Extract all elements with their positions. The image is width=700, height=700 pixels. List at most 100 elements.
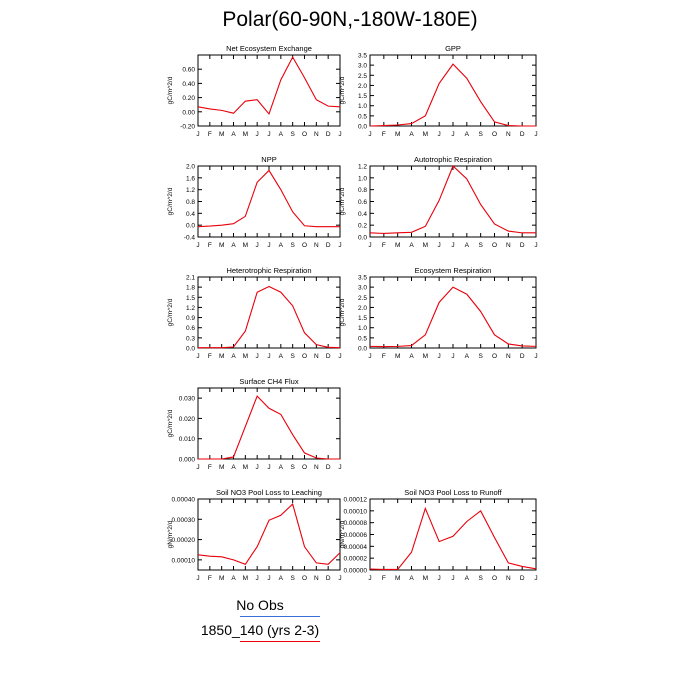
- y-tick-label: 0.020: [179, 416, 196, 423]
- x-tick-label: J: [267, 353, 270, 360]
- x-tick-label: J: [368, 131, 371, 138]
- x-tick-label: N: [314, 131, 319, 138]
- panel-title: Soil NO3 Pool Loss to Leaching: [216, 488, 322, 497]
- x-tick-label: M: [395, 353, 400, 360]
- panel-title: Heterotrophic Respiration: [226, 266, 311, 275]
- x-tick-label: J: [256, 464, 259, 471]
- x-tick-label: J: [256, 575, 259, 582]
- panel-title: Soil NO3 Pool Loss to Runoff: [404, 488, 502, 497]
- legend-label-obs: No Obs: [236, 597, 284, 613]
- y-tick-label: 0.00010: [172, 557, 196, 564]
- x-tick-label: A: [231, 575, 236, 582]
- y-tick-label: 0.00020: [172, 537, 196, 544]
- y-tick-label: 0.010: [179, 436, 196, 443]
- y-tick-label: 0.0: [358, 124, 367, 131]
- y-tick-label: 0.00010: [344, 508, 368, 515]
- series-line: [369, 506, 537, 570]
- x-tick-label: J: [196, 242, 199, 249]
- x-tick-label: O: [492, 131, 497, 138]
- y-tick-label: 0.0: [186, 346, 195, 353]
- x-tick-label: F: [208, 131, 212, 138]
- x-tick-label: M: [423, 131, 428, 138]
- x-tick-label: N: [314, 575, 319, 582]
- y-tick-label: 3.0: [358, 285, 367, 292]
- y-tick-label: 0.00030: [172, 517, 196, 524]
- y-tick-label: 0.20: [182, 95, 195, 102]
- chart-panel-8: Soil NO3 Pool Loss to LeachinggN/m^2/d0.…: [167, 488, 342, 582]
- series-line: [197, 55, 341, 116]
- x-tick-label: F: [382, 131, 386, 138]
- x-tick-label: J: [368, 353, 371, 360]
- y-axis-label: gN/m^2/d: [339, 520, 346, 548]
- x-tick-label: S: [478, 575, 483, 582]
- plot-frame: [369, 165, 537, 238]
- panel-title: Ecosystem Respiration: [415, 266, 492, 275]
- plot-frame: [197, 387, 341, 460]
- y-tick-label: 1.0: [358, 175, 367, 182]
- y-tick-label: 2.0: [186, 164, 195, 171]
- y-axis-label: gC/m^2/d: [339, 298, 346, 326]
- x-tick-label: A: [465, 575, 470, 582]
- x-tick-label: A: [409, 131, 414, 138]
- x-tick-label: N: [506, 353, 511, 360]
- x-tick-label: O: [302, 464, 307, 471]
- y-tick-label: 1.2: [186, 305, 195, 312]
- y-tick-label: 0.9: [186, 315, 195, 322]
- series-line: [198, 395, 340, 460]
- x-tick-label: J: [534, 131, 537, 138]
- x-tick-label: J: [534, 575, 537, 582]
- y-tick-label: 0.00000: [344, 568, 368, 575]
- y-axis-label: gC/m^2/d: [339, 187, 346, 215]
- x-tick-label: O: [492, 353, 497, 360]
- x-tick-label: J: [438, 353, 441, 360]
- plot-frame: [197, 276, 341, 349]
- x-tick-label: O: [302, 131, 307, 138]
- y-tick-label: 2.5: [358, 295, 367, 302]
- series-line: [197, 503, 341, 565]
- plot-frame: [197, 498, 341, 571]
- plot-frame: [369, 498, 537, 571]
- x-tick-label: F: [382, 575, 386, 582]
- y-tick-label: 0.000: [179, 457, 196, 464]
- y-tick-label: 0.4: [186, 211, 195, 218]
- x-tick-label: A: [465, 131, 470, 138]
- y-tick-label: 0.030: [179, 396, 196, 403]
- x-tick-label: M: [243, 242, 248, 249]
- chart-panel-7: Surface CH4 Flux gC/m^2/d 0.000 0.010 0.020 0…: [167, 377, 342, 471]
- x-tick-label: F: [208, 353, 212, 360]
- y-tick-label: 1.0: [358, 325, 367, 332]
- x-tick-label: S: [290, 131, 295, 138]
- x-tick-label: A: [231, 131, 236, 138]
- chart-panel-4: Autotrophic Respiration gC/m^2/d 0.0 0.2 0.4…: [339, 155, 538, 249]
- x-tick-label: A: [231, 353, 236, 360]
- x-tick-label: O: [302, 242, 307, 249]
- y-tick-label: -0.20: [180, 124, 195, 131]
- legend-label-model: 1850_140 (yrs 2-3): [200, 622, 320, 638]
- panel-title: NPP: [261, 155, 276, 164]
- x-tick-label: S: [478, 353, 483, 360]
- y-tick-label: 0.3: [186, 335, 195, 342]
- x-tick-label: A: [279, 353, 284, 360]
- x-tick-label: J: [338, 353, 341, 360]
- x-tick-label: J: [267, 464, 270, 471]
- x-tick-label: F: [208, 464, 212, 471]
- x-tick-label: D: [326, 242, 331, 249]
- y-tick-label: 1.2: [358, 164, 367, 171]
- x-tick-label: J: [451, 131, 454, 138]
- y-tick-label: 1.6: [186, 175, 195, 182]
- x-tick-label: A: [279, 131, 284, 138]
- y-tick-label: 0.6: [358, 199, 367, 206]
- y-tick-label: -0.4: [184, 235, 196, 242]
- x-tick-label: D: [326, 353, 331, 360]
- legend-line-model: [240, 641, 320, 642]
- x-tick-label: A: [279, 575, 284, 582]
- x-tick-label: N: [506, 242, 511, 249]
- panel-title: GPP: [445, 44, 461, 53]
- y-tick-label: 0.00008: [344, 520, 368, 527]
- x-tick-label: O: [492, 242, 497, 249]
- y-axis-label: gC/m^2/d: [167, 187, 174, 215]
- y-tick-label: 1.5: [186, 295, 195, 302]
- x-tick-label: D: [326, 575, 331, 582]
- x-tick-label: M: [243, 353, 248, 360]
